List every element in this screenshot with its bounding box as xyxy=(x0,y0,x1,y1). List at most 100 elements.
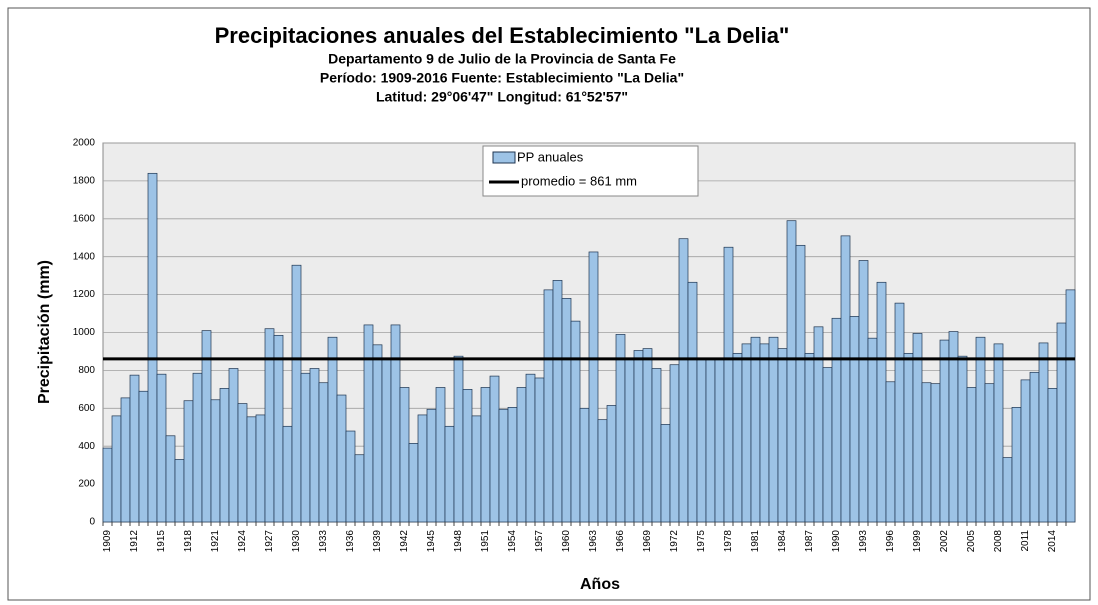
x-tick-label: 1966 xyxy=(615,530,626,553)
x-tick-label: 1957 xyxy=(534,530,545,553)
bar xyxy=(147,172,158,523)
x-tick-label: 1993 xyxy=(858,530,869,553)
x-tick-label: 2008 xyxy=(993,530,1004,553)
bar xyxy=(849,316,860,523)
bar xyxy=(111,415,122,523)
bar xyxy=(714,358,725,523)
legend-swatch xyxy=(492,151,516,164)
x-tick-label: 1927 xyxy=(264,530,275,553)
bar xyxy=(138,390,149,523)
bar xyxy=(417,414,428,523)
y-tick-label: 1000 xyxy=(73,327,96,338)
subtitle: Latitud: 29°06'47" Longitud: 61°52'57" xyxy=(376,89,628,105)
subtitle: Departamento 9 de Julio de la Provincia … xyxy=(328,51,676,67)
bar xyxy=(930,383,941,523)
bar xyxy=(120,397,131,523)
bar xyxy=(876,281,887,523)
bar xyxy=(372,344,383,523)
bar xyxy=(561,298,572,523)
bar xyxy=(399,387,410,523)
bar xyxy=(255,414,266,523)
x-tick-label: 1951 xyxy=(480,530,491,553)
x-tick-label: 1963 xyxy=(588,530,599,553)
bar xyxy=(246,416,257,523)
y-tick-label: 400 xyxy=(78,441,95,452)
x-tick-label: 1984 xyxy=(777,530,788,553)
bar xyxy=(651,368,662,523)
bar xyxy=(435,387,446,523)
bar xyxy=(795,244,806,523)
y-tick-label: 800 xyxy=(78,365,95,376)
x-tick-label: 1987 xyxy=(804,530,815,553)
bar xyxy=(309,368,320,523)
bar xyxy=(705,358,716,523)
bar xyxy=(885,381,896,523)
bar xyxy=(336,394,347,523)
y-axis-label: Precipitación (mm) xyxy=(36,260,53,404)
bar xyxy=(534,377,545,523)
bar xyxy=(732,352,743,523)
x-tick-label: 1945 xyxy=(426,530,437,553)
y-tick-label: 1400 xyxy=(73,251,96,262)
bar xyxy=(624,358,635,523)
x-tick-label: 1981 xyxy=(750,530,761,553)
bar xyxy=(174,459,185,523)
bar xyxy=(354,454,365,523)
x-tick-label: 1942 xyxy=(399,530,410,553)
x-tick-label: 1924 xyxy=(237,530,248,553)
x-tick-label: 1972 xyxy=(669,530,680,553)
x-tick-label: 1990 xyxy=(831,530,842,553)
bar xyxy=(291,264,302,523)
x-tick-label: 2011 xyxy=(1020,530,1031,552)
bar xyxy=(507,407,518,523)
y-tick-label: 1800 xyxy=(73,176,96,187)
bar xyxy=(768,336,779,523)
bar xyxy=(975,336,986,523)
x-tick-label: 1933 xyxy=(318,530,329,553)
bar xyxy=(687,281,698,523)
bar xyxy=(894,302,905,523)
bar xyxy=(381,358,392,523)
bar xyxy=(633,350,644,523)
x-tick-label: 1969 xyxy=(642,530,653,553)
bar xyxy=(777,348,788,523)
subtitle: Período: 1909-2016 Fuente: Establecimien… xyxy=(320,70,684,86)
bar xyxy=(669,364,680,523)
bar xyxy=(903,352,914,523)
bar xyxy=(912,333,923,523)
bar xyxy=(156,373,167,523)
bar xyxy=(822,367,833,523)
bar xyxy=(300,372,311,523)
legend-label: promedio = 861 mm xyxy=(521,173,637,188)
bar xyxy=(606,405,617,523)
bar xyxy=(993,343,1004,523)
bar xyxy=(741,343,752,523)
bar xyxy=(192,372,203,523)
chart-title: Precipitaciones anuales del Establecimie… xyxy=(215,23,790,48)
bar xyxy=(453,355,464,523)
bar xyxy=(678,238,689,523)
y-tick-label: 1200 xyxy=(73,289,96,300)
bar xyxy=(363,324,374,523)
bar xyxy=(858,260,869,523)
bar xyxy=(615,334,626,523)
bar xyxy=(183,400,194,523)
bar xyxy=(966,387,977,523)
bar xyxy=(480,387,491,523)
legend-label: PP anuales xyxy=(517,149,584,164)
bar xyxy=(957,355,968,523)
bar xyxy=(1038,342,1049,523)
legend-box xyxy=(482,145,699,197)
bar xyxy=(165,435,176,523)
bar xyxy=(129,374,140,523)
x-tick-label: 1918 xyxy=(183,530,194,553)
bar xyxy=(462,389,473,523)
bar xyxy=(921,382,932,523)
x-tick-label: 1996 xyxy=(885,530,896,553)
x-tick-label: 1915 xyxy=(156,530,167,553)
bar xyxy=(516,387,527,523)
bar xyxy=(552,280,563,523)
y-tick-label: 1600 xyxy=(73,213,96,224)
bar xyxy=(1029,371,1040,523)
